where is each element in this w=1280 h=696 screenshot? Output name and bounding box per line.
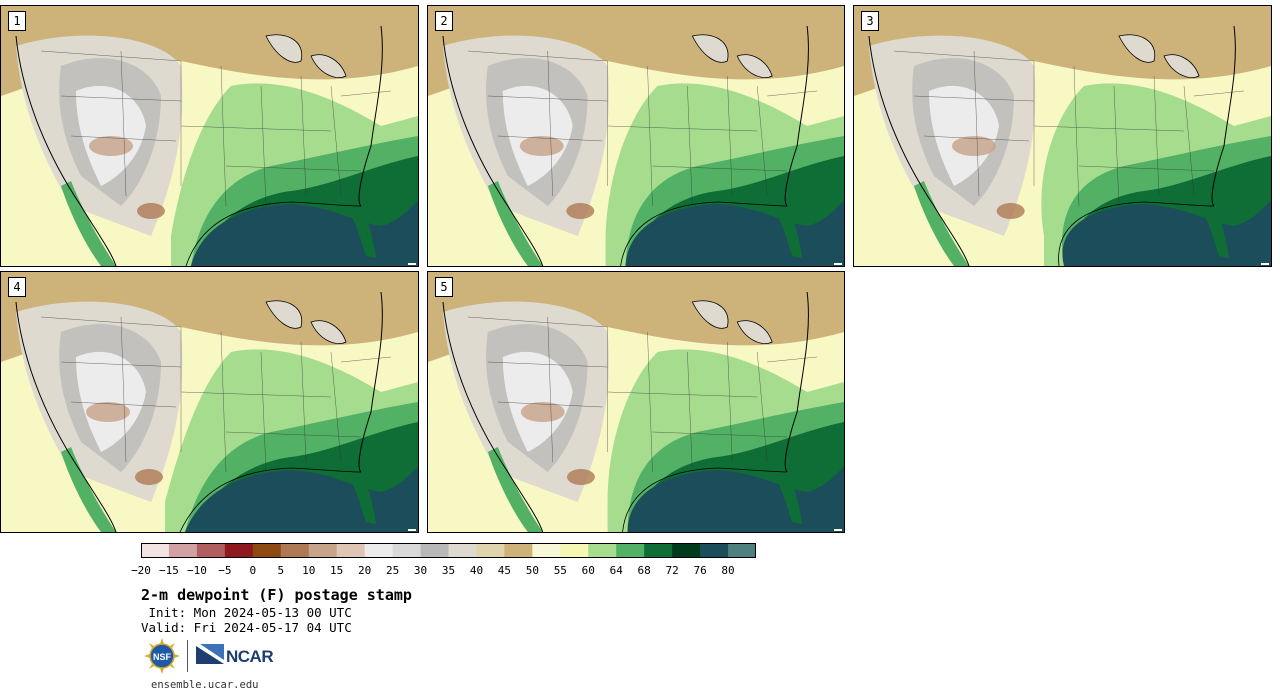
colorbar-swatch: [560, 543, 589, 558]
colorbar-swatch: [644, 543, 673, 558]
colorbar-tick-label: 50: [525, 564, 539, 577]
colorbar-tick-label: 10: [302, 564, 316, 577]
dewpoint-map-3: [854, 6, 1271, 266]
colorbar-tick-label: 35: [441, 564, 456, 577]
ncar-logo-mark: [196, 644, 224, 664]
colorbar-swatch: [448, 543, 477, 558]
colorbar-tick-label: 72: [665, 564, 679, 577]
colorbar-swatch: [616, 543, 645, 558]
colorbar-tick-label: 68: [637, 564, 651, 577]
colorbar-tick-label: 45: [497, 564, 512, 577]
colorbar-tick-label: 30: [413, 564, 428, 577]
colorbar-swatch: [672, 543, 701, 558]
member-number-badge: 4: [8, 277, 26, 297]
colorbar-swatch: [700, 543, 729, 558]
colorbar-swatch: [532, 543, 561, 558]
colorbar-swatch: [141, 543, 170, 558]
dewpoint-map-1: [1, 6, 418, 266]
colorbar-swatch: [364, 543, 394, 558]
colorbar-swatch: [280, 543, 310, 558]
dewpoint-map-4: [1, 272, 418, 532]
colorbar-swatch: [336, 543, 366, 558]
colorbar-tick-label: 40: [469, 564, 484, 577]
member-number-badge: 3: [861, 11, 879, 31]
colorbar-swatch: [224, 543, 254, 558]
nsf-logo: NSF: [144, 638, 180, 674]
colorbar-tick-label: 55: [553, 564, 567, 577]
colorbar-tick-label: 5: [277, 564, 285, 577]
valid-time: Valid: Fri 2024-05-17 04 UTC: [141, 620, 352, 635]
svg-text:NSF: NSF: [153, 652, 172, 662]
ncar-logo-text: NCAR: [226, 647, 274, 666]
colorbar-tick-label: −20: [131, 564, 151, 577]
member-number-badge: 1: [8, 11, 26, 31]
colorbar-swatch: [728, 543, 756, 558]
member-number-badge: 2: [435, 11, 453, 31]
colorbar-swatch: [252, 543, 282, 558]
site-url: ensemble.ucar.edu: [151, 679, 259, 691]
colorbar-tick-label: 0: [249, 564, 257, 577]
ensemble-member-panel-5: 5: [427, 271, 845, 533]
colorbar-swatch: [196, 543, 226, 558]
member-number-badge: 5: [435, 277, 453, 297]
colorbar-tick-label: 25: [385, 564, 400, 577]
dewpoint-map-2: [428, 6, 844, 266]
colorbar-swatch: [308, 543, 338, 558]
ensemble-member-panel-2: 2: [427, 5, 845, 267]
sponsor-logos: NSF NCAR: [144, 638, 284, 678]
init-time: Init: Mon 2024-05-13 00 UTC: [141, 605, 352, 620]
colorbar-tick-label: 76: [693, 564, 707, 577]
colorbar-swatch: [420, 543, 449, 558]
colorbar-tick-label: 60: [581, 564, 595, 577]
colorbar-swatch: [168, 543, 198, 558]
colorbar-tick-label: −5: [218, 564, 232, 577]
page-title: 2-m dewpoint (F) postage stamp: [141, 586, 412, 604]
ensemble-member-panel-4: 4: [0, 271, 419, 533]
colorbar-swatch: [504, 543, 533, 558]
colorbar-tick-label: 80: [721, 564, 735, 577]
colorbar-swatch: [392, 543, 422, 558]
colorbar-tick-label: 20: [358, 564, 372, 577]
colorbar-tick-label: −15: [159, 564, 179, 577]
colorbar-tick-label: 15: [330, 564, 344, 577]
ensemble-member-panel-3: 3: [853, 5, 1272, 267]
colorbar-tick-label: −10: [186, 564, 207, 577]
colorbar-swatch: [588, 543, 617, 558]
colorbar-tick-label: 64: [609, 564, 623, 577]
dewpoint-map-5: [428, 272, 844, 532]
colorbar-swatch: [476, 543, 505, 558]
ensemble-member-panel-1: 1: [0, 5, 419, 267]
dewpoint-colorbar: [141, 543, 756, 558]
